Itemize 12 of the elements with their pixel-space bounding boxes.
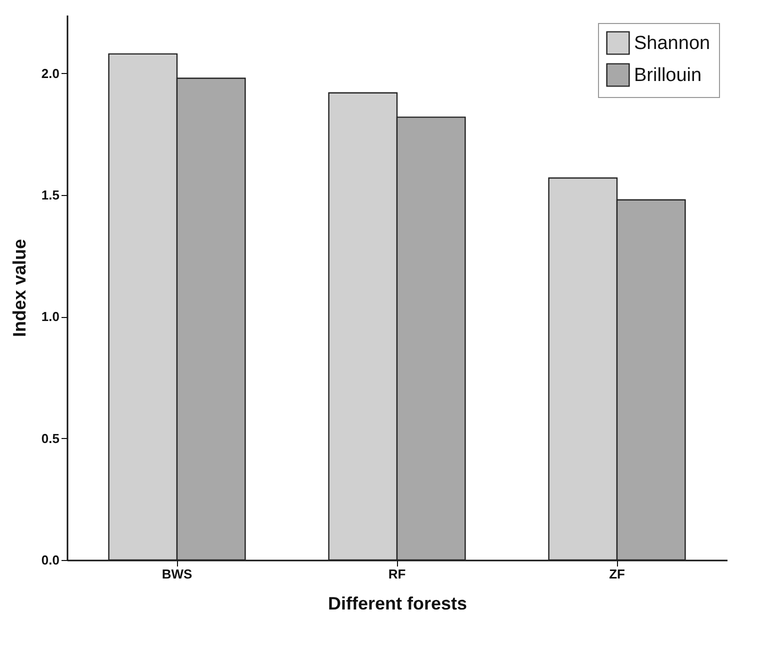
y-tick-label: 2.0 <box>41 66 60 81</box>
y-tick-label: 1.5 <box>41 188 60 203</box>
y-tick-label: 1.0 <box>41 309 60 324</box>
y-tick-label: 0.5 <box>41 430 60 446</box>
y-axis-title: Index value <box>9 238 30 338</box>
x-axis-title: Different forests <box>328 594 468 614</box>
legend-label: Shannon <box>634 33 710 54</box>
x-tick-label: BWS <box>162 566 192 582</box>
legend-label: Brillouin <box>634 65 702 86</box>
x-tick-label: ZF <box>609 566 625 582</box>
y-tick-label: 0.0 <box>41 552 60 568</box>
x-tick-label: RF <box>388 566 406 582</box>
